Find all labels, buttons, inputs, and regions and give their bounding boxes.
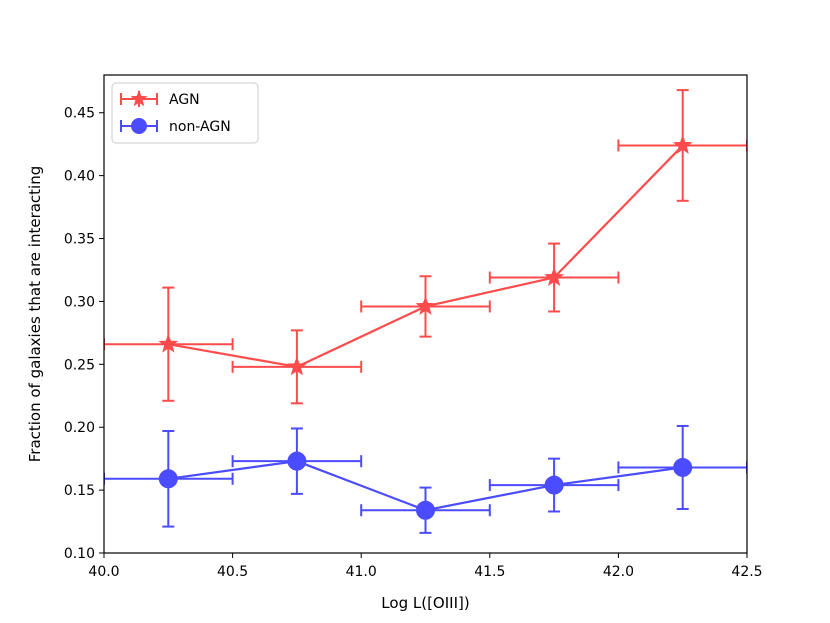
x-tick-label: 41.0 (346, 564, 377, 580)
legend-marker-star (130, 90, 148, 107)
legend: AGN non-AGN (111, 82, 259, 144)
data-point-circle (673, 457, 693, 477)
y-tick-label: 0.25 (64, 357, 95, 373)
data-point-star (415, 296, 436, 315)
legend-marker-circle (131, 118, 147, 134)
data-layer (104, 89, 747, 534)
y-tick-label: 0.20 (64, 420, 95, 436)
data-point-circle (158, 469, 178, 489)
series-agn (104, 89, 747, 405)
data-point-star (158, 333, 179, 353)
y-tick-label: 0.15 (64, 483, 95, 499)
x-axis-label: Log L([OIII]) (381, 594, 469, 612)
legend-item-non-agn: non-AGN (120, 118, 231, 135)
x-tick-label: 41.5 (474, 564, 505, 580)
legend-item-agn: AGN (120, 90, 200, 108)
data-point-circle (287, 451, 307, 471)
y-tick-label: 0.10 (64, 546, 95, 562)
ticks-layer: 40.0 40.5 41.0 41.5 42.0 42.5 0.10 0.15 0.20 0.25… (64, 106, 763, 580)
data-point-circle (544, 475, 564, 495)
data-point-star (544, 267, 565, 286)
y-axis-label: Fraction of galaxies that are interactin… (26, 166, 44, 463)
y-tick-label: 0.45 (64, 106, 95, 122)
plot-frame (103, 74, 748, 554)
data-point-star (286, 356, 307, 376)
data-point-circle (416, 500, 435, 520)
x-tick-label: 42.0 (603, 564, 634, 580)
legend-swatch (120, 90, 158, 107)
y-tick-label: 0.35 (64, 232, 95, 248)
y-tick-label: 0.30 (64, 294, 95, 310)
x-tick-label: 40.0 (88, 564, 119, 580)
legend-label: non-AGN (169, 119, 231, 135)
legend-swatch (120, 118, 158, 134)
series-non-agn (104, 424, 747, 534)
x-tick-label: 40.5 (217, 564, 248, 580)
data-point-star (672, 135, 693, 154)
legend-label: AGN (169, 92, 200, 108)
y-tick-label: 0.40 (64, 169, 95, 185)
x-tick-label: 42.5 (731, 564, 762, 580)
